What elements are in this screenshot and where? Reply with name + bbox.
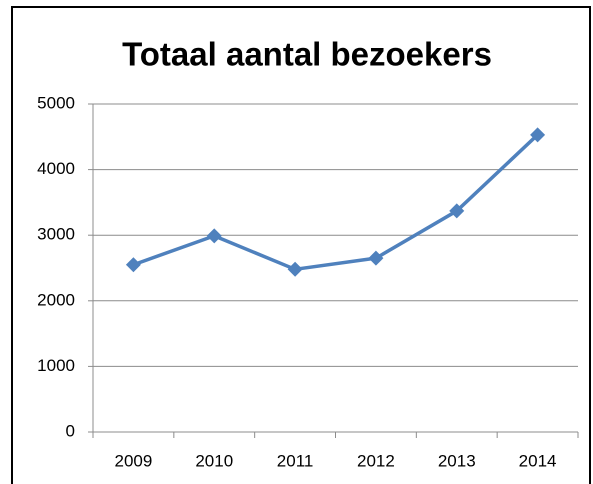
chart-title: Totaal aantal bezoekers — [122, 36, 492, 73]
x-tick-label: 2013 — [438, 451, 476, 470]
x-tick-label: 2014 — [519, 451, 557, 470]
x-tick-label: 2012 — [357, 451, 395, 470]
x-tick-label: 2011 — [277, 451, 314, 470]
series-line — [132, 133, 539, 272]
y-tick-label: 3000 — [37, 225, 75, 244]
marker — [206, 228, 222, 244]
x-tick-label: 2010 — [195, 451, 233, 470]
y-tick-label: 2000 — [37, 290, 75, 309]
y-tick-label: 4000 — [37, 159, 75, 178]
marker — [368, 250, 384, 266]
x-tick-label: 2009 — [115, 451, 153, 470]
y-tick-label: 1000 — [37, 356, 75, 375]
marker — [125, 257, 141, 273]
marker — [287, 261, 303, 277]
marker — [530, 127, 546, 143]
y-tick-label: 5000 — [37, 93, 75, 112]
y-tick-label: 0 — [66, 421, 75, 440]
chart-frame — [11, 6, 591, 484]
marker — [449, 203, 465, 219]
